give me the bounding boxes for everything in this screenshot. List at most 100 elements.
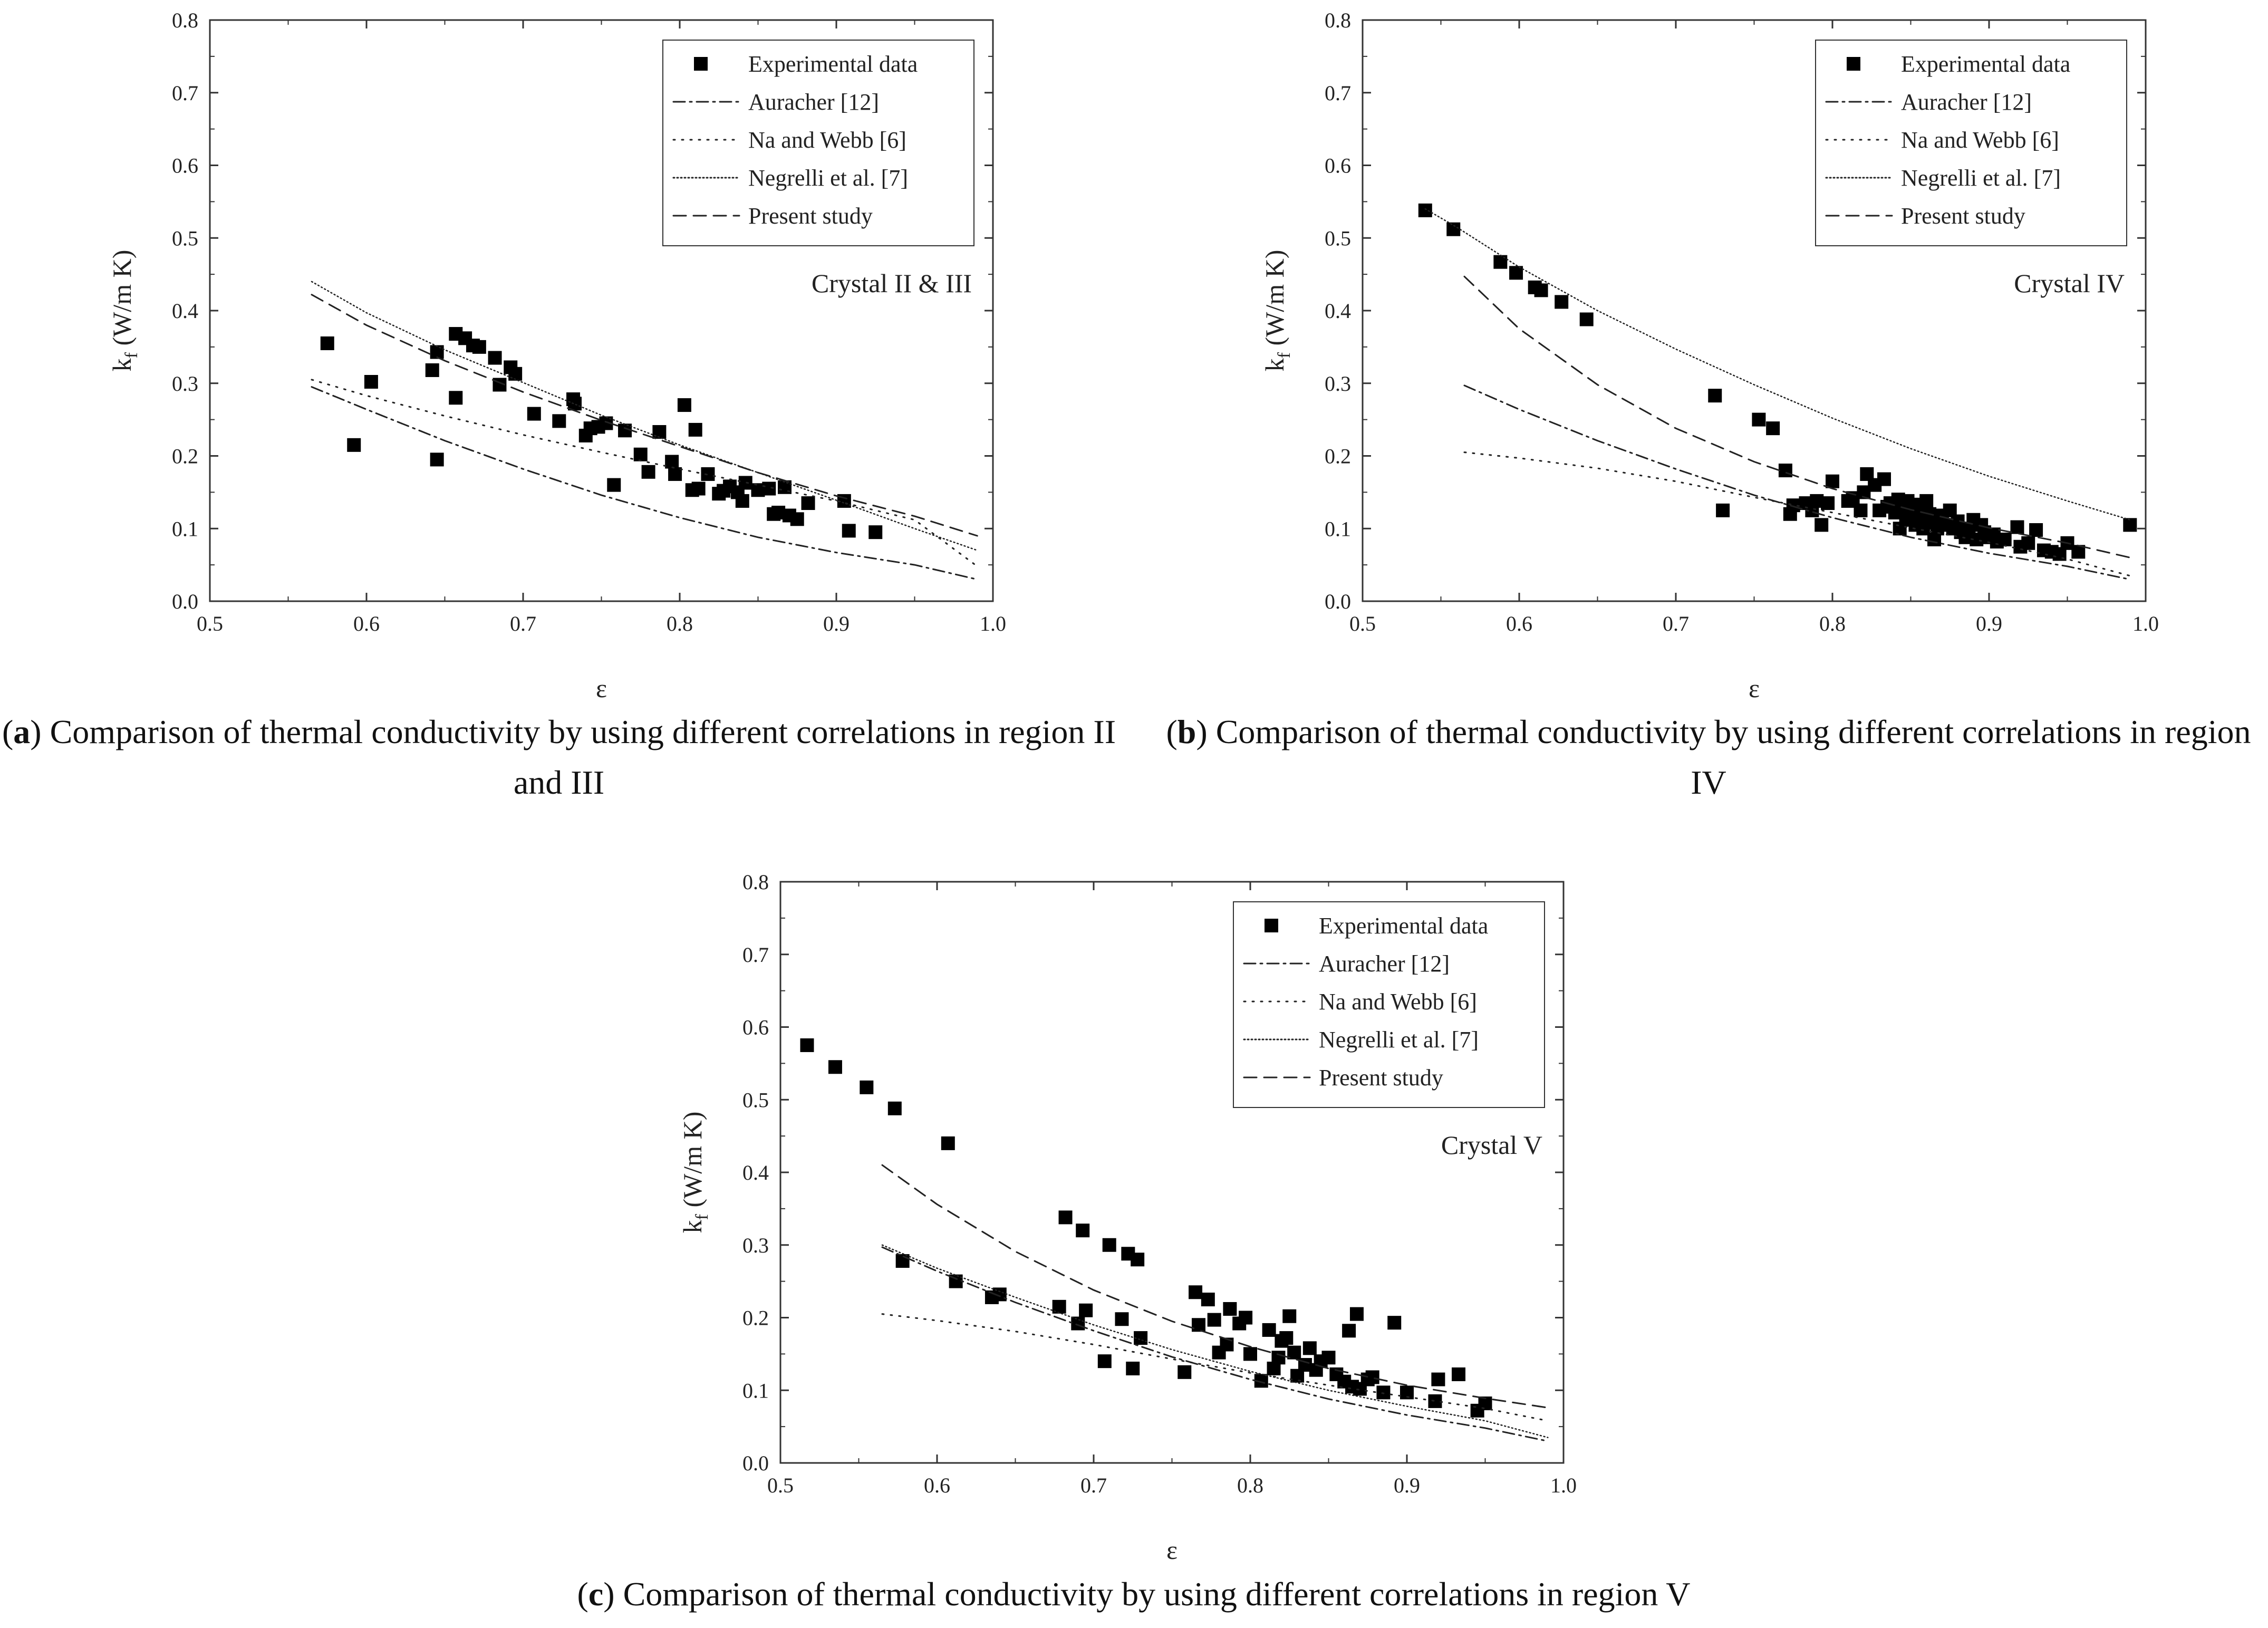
- panel-a-data-point: [527, 407, 541, 421]
- caption-c: (c) Comparison of thermal conductivity b…: [577, 1575, 1691, 1613]
- panel-a-legend-label: Negrelli et al. [7]: [748, 165, 908, 191]
- panel-a-y-tick-label: 0.5: [172, 226, 198, 250]
- panel-a-y-tick-label: 0.2: [172, 445, 198, 468]
- panel-b-line-present-study: [1463, 275, 2131, 558]
- panel-c-y-tick-label: 0.0: [742, 1451, 769, 1475]
- panel-c-y-tick-label: 0.8: [742, 870, 769, 894]
- panel-a-y-tick-label: 0.7: [172, 81, 198, 105]
- panel-a-data-point: [552, 414, 566, 428]
- panel-a-data-point: [868, 525, 883, 540]
- panel-b-y-tick-label: 0.3: [1325, 372, 1351, 396]
- panel-b-data-point: [1708, 389, 1722, 403]
- panel-c-data-point: [1223, 1302, 1237, 1316]
- panel-b-y-tick-label: 0.7: [1325, 81, 1351, 105]
- panel-c-data-point: [828, 1060, 842, 1074]
- panel-c-x-axis-label: ε: [1166, 1535, 1178, 1565]
- panel-a-x-axis-label: ε: [596, 673, 607, 703]
- panel-b-y-tick-label: 0.0: [1325, 590, 1351, 613]
- panel-b-data-point: [1579, 312, 1594, 326]
- panel-c-x-tick-label: 1.0: [1550, 1473, 1577, 1497]
- panel-a-data-point: [665, 455, 679, 469]
- panel-c-data-point: [1178, 1365, 1192, 1379]
- panel-a-data-point: [320, 336, 334, 350]
- panel-c-line-present-study: [881, 1164, 1549, 1409]
- panel-c-legend-box: [1233, 901, 1545, 1108]
- panel-a-x-tick-label: 1.0: [980, 612, 1006, 635]
- panel-a-line-auracher-12: [311, 386, 978, 581]
- panel-c-data-point: [1262, 1323, 1276, 1337]
- panel-a-data-point: [364, 374, 378, 389]
- panel-c-data-point: [1126, 1361, 1140, 1375]
- panel-c-y-tick-label: 0.3: [742, 1234, 769, 1257]
- panel-c-data-point: [1376, 1385, 1391, 1400]
- panel-b-y-axis-label-part: (W/m K): [1260, 250, 1289, 352]
- panel-b-legend-label: Auracher [12]: [1901, 89, 2032, 115]
- panel-c-data-point: [1131, 1253, 1145, 1267]
- panel-b: 0.5 0.6 0.7 0.8 0.9 1.0 0.0 0.1 0.2 0.3 0.4 0.5 0.6 0…: [1260, 8, 2159, 703]
- panel-b-data-point: [1509, 266, 1523, 280]
- panel-c-x-tick-label: 0.7: [1080, 1473, 1107, 1497]
- panel-a-data-point: [735, 494, 749, 508]
- panel-b-data-point: [2029, 523, 2043, 537]
- panel-c-data-point: [1071, 1316, 1085, 1331]
- panel-a-x-tick-label: 0.5: [197, 612, 223, 635]
- panel-b-data-point: [1997, 532, 2012, 546]
- panel-a-legend-label: Experimental data: [748, 51, 918, 77]
- panel-a-data-point: [801, 496, 815, 510]
- panel-a-data-point: [688, 422, 702, 437]
- panel-b-data-point: [1854, 503, 1868, 517]
- panel-c-y-axis-label-part: k: [678, 1220, 707, 1233]
- panel-c-x-tick-label: 0.8: [1237, 1473, 1263, 1497]
- panel-a-x-tick-label: 0.6: [353, 612, 380, 635]
- panel-c-y-axis-label: kf (W/m K): [678, 1112, 712, 1234]
- panel-a-data-point: [633, 447, 648, 461]
- panel-b-data-point: [1766, 421, 1780, 436]
- panel-a-x-tick-label: 0.9: [823, 612, 850, 635]
- panel-c-data-point: [1321, 1351, 1336, 1365]
- panel-a-data-point: [762, 481, 776, 496]
- panel-a-data-point: [677, 398, 691, 412]
- panel-b-legend-label: Experimental data: [1901, 51, 2070, 77]
- panel-c-data-point: [1282, 1309, 1297, 1323]
- panel-c-data-point: [1428, 1394, 1442, 1408]
- panel-b-data-point: [2010, 520, 2024, 534]
- panel-b-x-tick-label: 1.0: [2132, 612, 2159, 635]
- panel-a-y-axis-label: kf (W/m K): [107, 250, 141, 372]
- panel-c-line-na-and-webb-6: [881, 1313, 1549, 1422]
- panel-b-data-point: [1877, 472, 1891, 486]
- panel-a-legend-label: Na and Webb [6]: [748, 127, 906, 153]
- panel-c-y-tick-label: 0.2: [742, 1306, 769, 1330]
- panel-b-y-tick-label: 0.5: [1325, 226, 1351, 250]
- panel-c-data-point: [1271, 1351, 1286, 1365]
- panel-b-y-tick-label: 0.1: [1325, 517, 1351, 541]
- panel-b-legend-label: Present study: [1901, 203, 2025, 229]
- panel-c-data-point: [1115, 1312, 1129, 1326]
- panel-c-data-point: [1279, 1331, 1294, 1345]
- panel-b-data-point: [1821, 496, 1835, 510]
- panel-c-data-point: [1079, 1303, 1093, 1317]
- panel-b-y-axis-label: kf (W/m K): [1260, 250, 1294, 372]
- panel-a-data-point: [790, 512, 804, 526]
- panel-b-data-point: [1418, 203, 1432, 217]
- panel-b-data-point: [2021, 536, 2035, 550]
- panel-a-data-point: [347, 438, 361, 452]
- panel-a-data-point: [607, 478, 621, 492]
- panel-a-data-point: [691, 481, 706, 496]
- panel-c-data-point: [1239, 1311, 1253, 1325]
- panel-c-data-point: [800, 1038, 814, 1052]
- panel-b-data-point: [2123, 518, 2137, 532]
- panel-b-y-tick-label: 0.8: [1325, 8, 1351, 32]
- panel-b-data-point: [1815, 518, 1829, 532]
- panel-b-x-tick-label: 0.5: [1349, 612, 1376, 635]
- panel-c-data-point: [1387, 1316, 1402, 1330]
- panel-b-y-tick-label: 0.6: [1325, 154, 1351, 178]
- panel-a-y-tick-label: 0.4: [172, 299, 198, 323]
- panel-a-y-axis-label-part: (W/m K): [107, 250, 137, 352]
- panel-c-y-tick-label: 0.6: [742, 1016, 769, 1039]
- panel-a-data-point: [430, 452, 444, 467]
- panel-b-data-point: [1716, 503, 1730, 517]
- panel-b-legend-box: [1815, 40, 2127, 246]
- panel-c-data-point: [895, 1254, 910, 1268]
- panel-c-legend-label: Auracher [12]: [1319, 951, 1450, 977]
- panel-b-x-axis-label: ε: [1749, 673, 1760, 703]
